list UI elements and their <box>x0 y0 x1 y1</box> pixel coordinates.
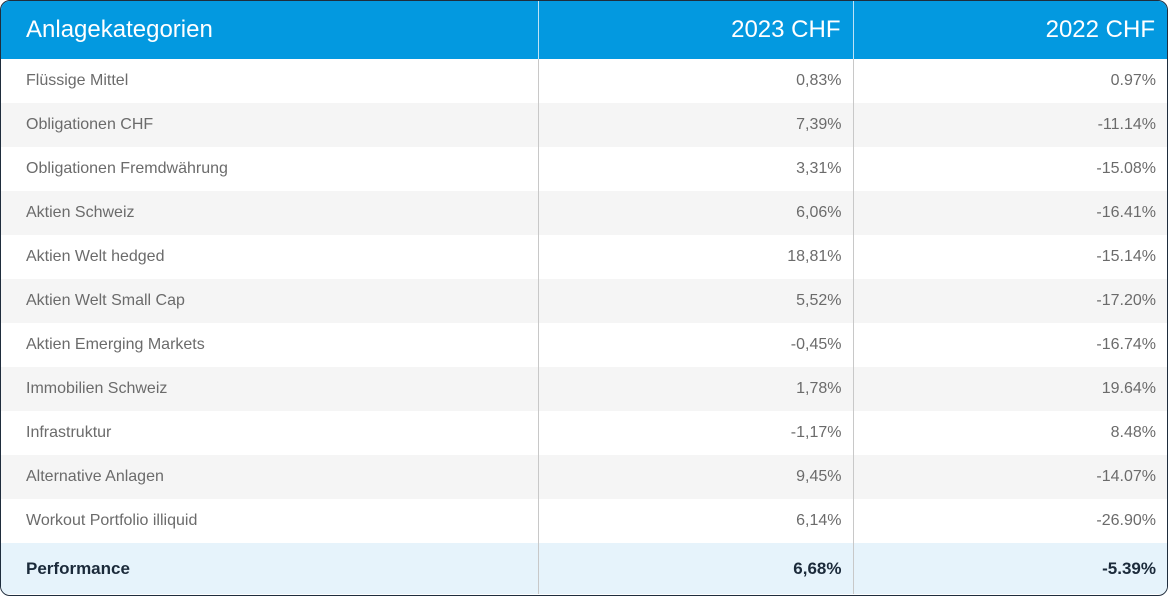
table-header: Anlagekategorien 2023 CHF 2022 CHF <box>1 1 1167 59</box>
category-cell: Aktien Welt hedged <box>1 235 539 279</box>
performance-total-row: Performance 6,68% -5.39% <box>1 543 1167 594</box>
value-2022-cell: -14.07% <box>1096 468 1156 485</box>
category-cell: Workout Portfolio illiquid <box>1 499 539 543</box>
value-2023-cell: -1,17% <box>538 411 854 455</box>
category-cell: Obligationen Fremdwährung <box>1 147 539 191</box>
total-2022-value: -5.39% <box>1102 558 1156 578</box>
value-2023-cell: 6,06% <box>538 191 854 235</box>
table-row: Flüssige Mittel 0,83% 0.97% <box>1 59 1167 103</box>
value-2023-cell: 0,83% <box>538 59 854 103</box>
total-label: Performance <box>1 543 539 594</box>
header-row: Anlagekategorien 2023 CHF 2022 CHF <box>1 1 1167 59</box>
header-2023: 2023 CHF <box>538 1 854 59</box>
category-cell: Flüssige Mittel <box>1 59 539 103</box>
table-row: Obligationen Fremdwährung 3,31% -15.08% <box>1 147 1167 191</box>
table-row: Alternative Anlagen 9,45% -14.07% <box>1 455 1167 499</box>
category-cell: Aktien Emerging Markets <box>1 323 539 367</box>
value-2023-cell: 7,39% <box>538 103 854 147</box>
value-2023-cell: 1,78% <box>538 367 854 411</box>
table-row: Infrastruktur -1,17% 8.48% <box>1 411 1167 455</box>
value-2022-cell: 0.97% <box>1110 72 1156 89</box>
value-2022-cell: -26.90% <box>1096 512 1156 529</box>
value-2023-cell: 6,14% <box>538 499 854 543</box>
category-cell: Aktien Schweiz <box>1 191 539 235</box>
category-cell: Alternative Anlagen <box>1 455 539 499</box>
value-2022-cell: 19.64% <box>1101 380 1156 397</box>
table-row: Workout Portfolio illiquid 6,14% -26.90% <box>1 499 1167 543</box>
category-cell: Immobilien Schweiz <box>1 367 539 411</box>
total-2023-value: 6,68% <box>538 543 854 594</box>
value-2023-cell: 9,45% <box>538 455 854 499</box>
category-cell: Aktien Welt Small Cap <box>1 279 539 323</box>
header-2022: 2022 CHF <box>1045 16 1155 43</box>
value-2022-cell: -17.20% <box>1096 292 1156 309</box>
table-row: Aktien Welt hedged 18,81% -15.14% <box>1 235 1167 279</box>
table-row: Obligationen CHF 7,39% -11.14% <box>1 103 1167 147</box>
value-2023-cell: 18,81% <box>538 235 854 279</box>
table-row: Aktien Welt Small Cap 5,52% -17.20% <box>1 279 1167 323</box>
value-2022-cell: 8.48% <box>1110 424 1156 441</box>
table-row: Aktien Schweiz 6,06% -16.41% <box>1 191 1167 235</box>
table-body: Flüssige Mittel 0,83% 0.97% Obligationen… <box>1 59 1167 594</box>
value-2022-cell: -15.08% <box>1096 160 1156 177</box>
value-2022-cell: -15.14% <box>1096 248 1156 265</box>
value-2022-cell: -11.14% <box>1097 116 1156 133</box>
value-2023-cell: 3,31% <box>538 147 854 191</box>
value-2023-cell: -0,45% <box>538 323 854 367</box>
category-cell: Obligationen CHF <box>1 103 539 147</box>
value-2022-cell: -16.74% <box>1096 336 1156 353</box>
value-2022-cell: -16.41% <box>1096 204 1156 221</box>
header-category: Anlagekategorien <box>1 1 539 59</box>
category-cell: Infrastruktur <box>1 411 539 455</box>
value-2023-cell: 5,52% <box>538 279 854 323</box>
table-row: Aktien Emerging Markets -0,45% -16.74% <box>1 323 1167 367</box>
table-row: Immobilien Schweiz 1,78% 19.64% <box>1 367 1167 411</box>
